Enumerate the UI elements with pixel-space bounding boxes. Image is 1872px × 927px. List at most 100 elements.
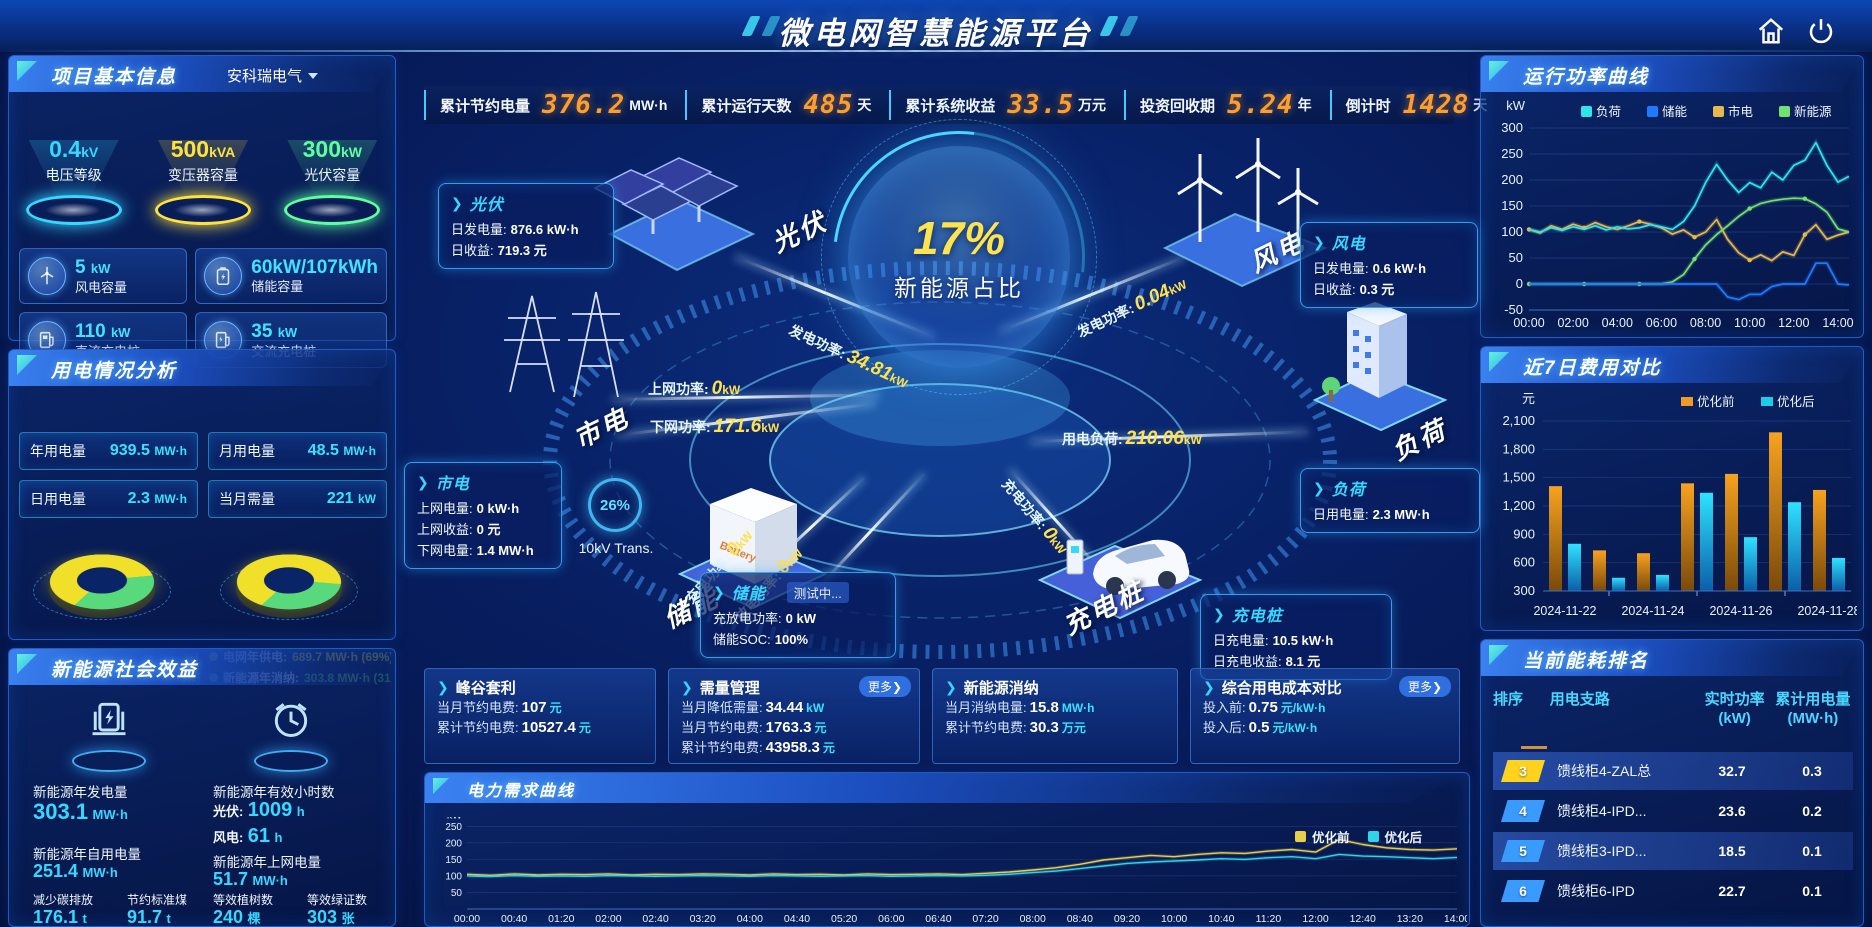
run-power-chart[interactable]: -50 0 50 100 150 200 250 300 kW 00:00 02:00 04:00 06… — [1489, 98, 1857, 332]
svg-text:优化前: 优化前 — [1697, 394, 1735, 409]
svg-text:元: 元 — [1522, 391, 1535, 406]
legend-item[interactable]: 市电 — [1713, 104, 1754, 119]
panel-title: 运行功率曲线 — [1523, 67, 1650, 88]
summary-card-header: ❯ 新能源消纳 — [945, 679, 1039, 697]
kpi-item: 累计节约电量 376.2 MW·h — [424, 90, 685, 120]
arrow-icon: ❯ — [713, 583, 725, 600]
pedestal-value: 500kVA — [144, 136, 262, 163]
panel-social-benefit: 新能源社会效益 — [8, 648, 396, 927]
usage-stat: 当月需量 221 kW — [208, 480, 387, 518]
table-row[interactable]: 3 馈线柜4-ZAL总 32.7 0.3 — [1493, 752, 1853, 790]
power-icon[interactable] — [1806, 16, 1836, 46]
metric-value: 176.1 t — [33, 907, 87, 926]
table-row[interactable]: 5 馈线柜3-IPD... 18.5 0.1 — [1493, 832, 1853, 870]
summary-card-row: 当月节约电费: 107 元 — [437, 699, 562, 716]
generation-pedestal — [49, 697, 169, 772]
svg-text:150: 150 — [445, 855, 462, 866]
metric-label: 新能源年发电量 — [33, 785, 128, 800]
storage-info-box: ❯ 储能 测试中... 充放电功率: 0 kW 储能SOC: 100% — [700, 572, 896, 658]
summary-card-row: 当月节约电费: 1763.3 元 — [681, 719, 827, 736]
demand-chart-legend[interactable]: 优化前 优化后 — [1295, 827, 1422, 846]
kpi-value: 5.24 — [1227, 90, 1294, 120]
kpi-value: 1428 — [1402, 90, 1470, 120]
ranking-rows: 3 馈线柜4-ZAL总 32.7 0.3 4 馈线柜4-IPD... 23.6 0.2 5 馈线柜… — [1493, 752, 1853, 912]
rank-badge: 3 — [1501, 760, 1545, 782]
more-button[interactable]: 更多❯ — [858, 676, 911, 697]
card-arrow-icon: ❯ — [1203, 679, 1215, 695]
legend-item[interactable]: 优化后 — [1761, 395, 1815, 409]
panel-title: 新能源社会效益 — [51, 660, 199, 681]
pedestal-label: 电压等级 — [45, 167, 102, 183]
table-row[interactable]: 6 馈线柜6-IPD 22.7 0.1 — [1493, 872, 1853, 910]
svg-text:1,500: 1,500 — [1502, 470, 1535, 485]
capacity-card: 5 kW 风电容量 — [19, 248, 188, 304]
info-box-line: 储能SOC: 100% — [713, 632, 809, 647]
svg-text:01:20: 01:20 — [548, 913, 574, 925]
realtime-power: 32.7 — [1718, 763, 1746, 779]
usage-stat: 日用电量 2.3 MW·h — [19, 480, 198, 518]
cost-compare-chart[interactable]: 300 600 900 1,200 1,500 1,800 2,100 元 优化前 优化后 2024… — [1489, 387, 1857, 627]
metric-label: 等效植树数 — [213, 893, 274, 907]
kpi-bar: 累计节约电量 376.2 MW·h 累计运行天数 485 天 累计系统收益 33.5 万元 投资回… — [424, 86, 1487, 124]
svg-text:200: 200 — [1501, 172, 1523, 187]
panel-header: 项目基本信息 安科瑞电气 — [9, 56, 395, 92]
metric-label: 新能源年有效小时数 — [213, 785, 335, 800]
svg-text:0: 0 — [1516, 276, 1523, 291]
arrow-icon: ❯ — [1213, 605, 1225, 622]
svg-text:12:40: 12:40 — [1350, 913, 1376, 925]
svg-text:04:00: 04:00 — [737, 913, 763, 925]
legend-item[interactable]: 储能 — [1647, 104, 1688, 119]
metric-label: 节约标准煤 — [127, 893, 188, 907]
pedestal-ring — [25, 195, 122, 225]
arrow-icon: ❯ — [1313, 233, 1325, 250]
status-badge: 测试中... — [786, 581, 849, 603]
company-select[interactable]: 安科瑞电气 — [227, 65, 319, 86]
svg-text:10:00: 10:00 — [1734, 316, 1765, 330]
svg-text:150: 150 — [1501, 198, 1523, 213]
power-demand-chart[interactable]: 50 100 150 200 250kW 00:00 00:40 01:20 02:00 02:4… — [429, 817, 1467, 925]
panel-header: 运行功率曲线 — [1481, 56, 1863, 92]
svg-text:kW: kW — [447, 817, 462, 821]
svg-text:00:00: 00:00 — [454, 913, 480, 925]
monthly-energy-donut — [27, 528, 177, 638]
info-box-line: 日用电量: 2.3 MW·h — [1313, 507, 1430, 522]
svg-text:02:00: 02:00 — [1557, 316, 1588, 330]
panel-energy-ranking: 当前能耗排名 排序 用电支路 实时功率 (kW) 累计用电量 (MW·h) 3 馈线柜4-Z… — [1480, 639, 1864, 927]
svg-text:2024-11-22: 2024-11-22 — [1533, 604, 1596, 618]
card-arrow-icon: ❯ — [437, 679, 449, 695]
info-box-line: 日收益: 0.3 元 — [1313, 282, 1395, 297]
info-box-line: 日充电量: 10.5 kW·h — [1213, 633, 1334, 648]
legend-item[interactable]: 新能源 — [1779, 104, 1832, 119]
branch-name: 馈线柜6-IPD — [1557, 883, 1635, 899]
legend-item[interactable]: 负荷 — [1581, 105, 1621, 119]
svg-text:09:20: 09:20 — [1114, 913, 1140, 925]
grid-info-box: ❯ 市电 上网电量: 0 kW·h 上网收益: 0 元下网电量: 1.4 MW·h — [404, 462, 562, 569]
svg-text:600: 600 — [1513, 555, 1535, 570]
summary-card: ❯ 综合用电成本对比 更多❯ 投入前: 0.75 元/kW·h 投入后: 0.5 元/kW·h — [1190, 668, 1460, 764]
svg-text:13:20: 13:20 — [1397, 913, 1423, 925]
summary-card: ❯ 新能源消纳 当月消纳电量: 15.8 MW·h 累计节约电费: 30.3 万元 — [932, 668, 1178, 764]
info-box-line: 日充电收益: 8.1 元 — [1213, 654, 1321, 669]
ranking-header-cell: 累计用电量 (MW·h) — [1775, 691, 1851, 727]
metric-value: 光伏: 1009 h — [213, 799, 305, 821]
svg-text:250: 250 — [1501, 146, 1523, 161]
svg-text:优化后: 优化后 — [1777, 395, 1815, 409]
pedestal-label: 光伏容量 — [304, 167, 361, 183]
summary-card: ❯ 峰谷套利 当月节约电费: 107 元累计节约电费: 10527.4 元 — [424, 668, 656, 764]
panel-run-power: 运行功率曲线 -50 0 50 100 150 200 250 300 kW 00:00 02:00… — [1480, 55, 1864, 338]
ranking-header-cell: 用电支路 — [1549, 691, 1610, 708]
legend-item[interactable]: 优化前 — [1681, 394, 1735, 409]
home-icon[interactable] — [1756, 16, 1786, 46]
table-row[interactable]: 4 馈线柜4-IPD... 23.6 0.2 — [1493, 792, 1853, 830]
usage-stat: 年用电量 939.5 MW·h — [19, 432, 198, 470]
info-box-line: 日发电量: 0.6 kW·h — [1313, 261, 1427, 276]
svg-text:06:00: 06:00 — [878, 913, 904, 925]
card-arrow-icon: ❯ — [945, 679, 957, 695]
arrow-icon: ❯ — [1313, 479, 1325, 496]
more-button[interactable]: 更多❯ — [1398, 676, 1451, 697]
summary-card-row: 投入前: 0.75 元/kW·h — [1203, 699, 1326, 716]
panel-header: 用电情况分析 — [9, 350, 395, 386]
svg-text:02:00: 02:00 — [595, 913, 621, 925]
